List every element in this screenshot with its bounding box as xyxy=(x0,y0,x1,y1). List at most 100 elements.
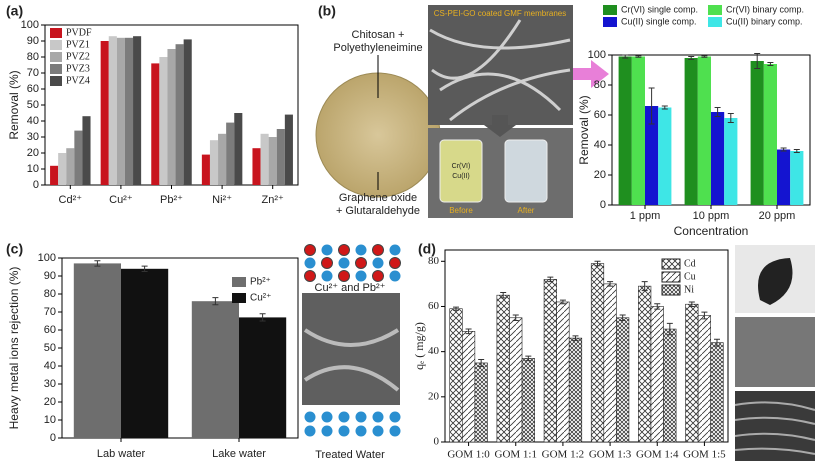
water-drop xyxy=(389,411,401,423)
y-tick-label: 40 xyxy=(428,345,440,357)
bar xyxy=(268,137,277,185)
error-bar xyxy=(713,338,720,347)
y-tick-label: 60 xyxy=(44,324,56,336)
bar xyxy=(763,64,777,205)
legend-swatch xyxy=(708,5,722,15)
legend-label: PVZ4 xyxy=(66,75,90,86)
error-bar xyxy=(754,53,761,69)
legend-swatch xyxy=(603,5,617,15)
y-tick-label: 20 xyxy=(594,169,606,181)
bar xyxy=(638,285,652,443)
legend-label: PVZ1 xyxy=(66,39,90,50)
bar xyxy=(710,342,724,443)
water-drop xyxy=(389,425,401,437)
bar xyxy=(556,301,570,443)
water-drop xyxy=(355,425,367,437)
x-tick-label: 20 ppm xyxy=(759,210,796,222)
error-bar xyxy=(559,299,566,305)
ion xyxy=(372,270,384,282)
legend-swatch xyxy=(661,258,681,270)
ion xyxy=(372,244,384,256)
bar xyxy=(191,301,239,438)
water-drop xyxy=(355,411,367,423)
bar xyxy=(616,317,630,443)
y-tick-label: 90 xyxy=(27,35,39,47)
bar xyxy=(590,263,605,443)
error-bar xyxy=(635,55,642,58)
error-bar xyxy=(465,328,472,335)
bar xyxy=(750,61,764,205)
down-arrow xyxy=(484,115,516,137)
y-tick-label: 20 xyxy=(44,396,56,408)
error-bar xyxy=(648,87,655,125)
legend-label: PVZ3 xyxy=(66,63,90,74)
bar xyxy=(100,41,109,185)
bar xyxy=(284,114,293,185)
x-tick-label: Cu²⁺ xyxy=(109,194,133,206)
y-tick-label: 70 xyxy=(27,67,39,79)
water-drop xyxy=(338,425,350,437)
y-tick-label: 100 xyxy=(38,252,56,264)
x-tick-label: 1 ppm xyxy=(630,210,661,222)
legend-label: Cd xyxy=(684,258,696,269)
y-tick-label: 30 xyxy=(27,131,39,143)
bar xyxy=(663,328,677,443)
legend-swatch xyxy=(50,52,62,62)
bar xyxy=(658,107,672,205)
error-bar xyxy=(688,301,695,307)
bar xyxy=(603,283,617,443)
legend-swatch xyxy=(50,76,62,86)
legend-label: PVZ2 xyxy=(66,51,90,62)
panel-label: (d) xyxy=(418,241,436,257)
bar xyxy=(50,165,59,185)
bar xyxy=(449,308,463,443)
annotation: Cu(II) xyxy=(452,173,470,180)
error-bar xyxy=(572,335,579,341)
membrane xyxy=(758,258,793,305)
error-bar xyxy=(793,149,800,153)
error-bar xyxy=(547,276,554,283)
error-bar xyxy=(478,359,485,367)
water-drop xyxy=(321,244,333,256)
right-arrow xyxy=(573,60,609,88)
annotation: Treated Water xyxy=(315,449,385,461)
bar xyxy=(124,37,134,185)
annotation: After xyxy=(518,206,535,215)
ion xyxy=(338,270,350,282)
x-tick-label: 10 ppm xyxy=(693,210,730,222)
bar xyxy=(209,140,219,185)
bar xyxy=(116,37,125,185)
bar xyxy=(183,39,192,186)
y-tick-label: 20 xyxy=(428,390,440,402)
bar xyxy=(568,337,583,443)
annotation-line: Graphene oxide xyxy=(339,192,417,204)
vial xyxy=(504,139,548,203)
bar xyxy=(685,303,699,443)
x-tick-label: Cd²⁺ xyxy=(59,194,83,206)
legend-label: Cu xyxy=(684,271,696,282)
water-drop xyxy=(389,244,401,256)
bar xyxy=(276,129,285,185)
legend-label: Cr(VI) binary comp. xyxy=(726,4,804,14)
error-bar xyxy=(525,355,532,362)
bar xyxy=(218,133,227,185)
ion xyxy=(304,270,316,282)
bar xyxy=(474,362,488,443)
bar xyxy=(73,263,121,438)
y-tick-label: 0 xyxy=(600,199,606,211)
x-axis-label: Concentration xyxy=(674,224,749,238)
error-bar xyxy=(714,107,721,117)
y-tick-label: 20 xyxy=(27,147,39,159)
y-tick-label: 40 xyxy=(44,360,56,372)
error-bar xyxy=(622,54,629,59)
y-tick-label: 60 xyxy=(428,300,440,312)
bar xyxy=(159,57,168,185)
bar xyxy=(461,331,476,443)
error-bar xyxy=(661,105,668,110)
water-drop xyxy=(321,270,333,282)
water-drop xyxy=(304,425,316,437)
error-bar xyxy=(94,260,101,267)
legend-label: Cu²⁺ xyxy=(250,293,271,304)
water-drop xyxy=(355,244,367,256)
